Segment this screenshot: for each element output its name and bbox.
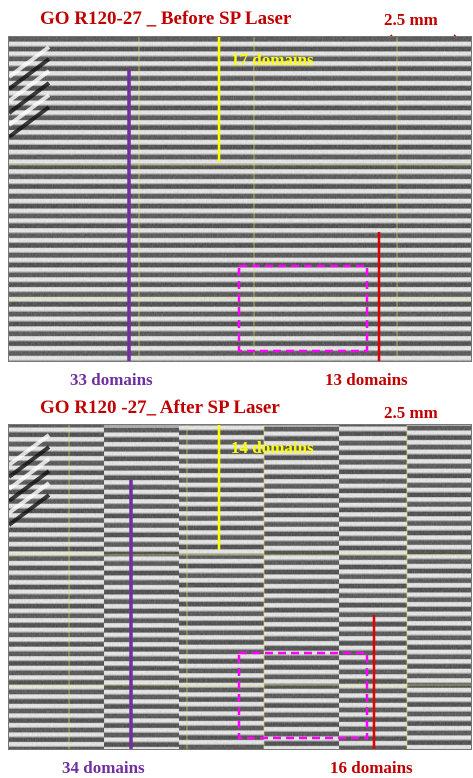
bottom-right-count: 16 domains xyxy=(330,758,413,777)
bottom-scale-label: 2.5 mm xyxy=(384,403,438,422)
top-domain-micrograph: 17 domains xyxy=(9,37,471,361)
closure-streak xyxy=(9,493,51,527)
closure-streak xyxy=(9,81,51,115)
region-of-interest-box xyxy=(237,264,369,353)
closure-streak xyxy=(9,93,51,127)
top-title: GO R120-27 _ Before SP Laser xyxy=(40,8,292,29)
top-domain-image: 17 domains xyxy=(8,36,472,362)
top-right-count: 13 domains xyxy=(325,370,408,389)
closure-streak xyxy=(9,45,51,79)
closure-streak xyxy=(9,457,51,491)
region-of-interest-box xyxy=(237,651,369,740)
overlay-domain-label: 17 domains xyxy=(231,50,314,69)
bottom-domain-micrograph: 14 domains xyxy=(9,425,471,749)
bottom-domain-image: 14 domains xyxy=(8,424,472,750)
bottom-title: GO R120 -27_ After SP Laser xyxy=(40,397,280,418)
closure-streak xyxy=(9,433,51,467)
closure-streak xyxy=(9,69,51,103)
closure-streak xyxy=(9,469,51,503)
closure-streak xyxy=(9,445,51,479)
overlay-domain-label: 14 domains xyxy=(231,438,314,457)
closure-domain-streaks xyxy=(9,45,51,139)
bottom-left-count: 34 domains xyxy=(62,758,145,777)
top-left-count: 33 domains xyxy=(70,370,153,389)
closure-streak xyxy=(9,105,51,139)
closure-streak xyxy=(9,481,51,515)
closure-streak xyxy=(9,57,51,91)
top-scale-label: 2.5 mm xyxy=(384,10,438,29)
closure-domain-streaks xyxy=(9,433,51,527)
